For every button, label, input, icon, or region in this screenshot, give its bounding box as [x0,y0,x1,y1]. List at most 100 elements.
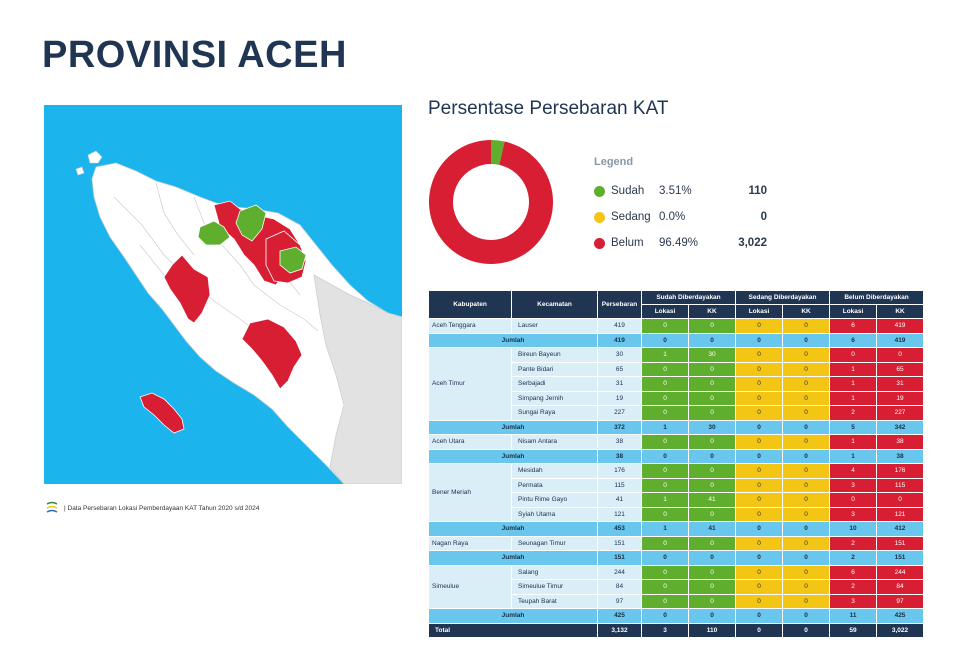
cell-sedang-kk: 0 [781,376,831,392]
header-lokasi: Lokasi [641,304,689,319]
cell-belum-lokasi: 2 [829,535,878,551]
cell-sudah-lokasi: 0 [641,535,689,551]
cell-sum-sedang-kk: 0 [781,332,831,348]
cell-sum-sudah-lokasi: 0 [641,448,689,464]
header-kabupaten: Kabupaten [428,290,512,319]
cell-kecamatan: Simpang Jernih [511,390,598,406]
legend-title: Legend [594,156,634,168]
cell-sedang-lokasi: 0 [735,361,783,377]
cell-sudah-kk: 0 [688,361,736,377]
cell-sudah-lokasi: 0 [641,390,689,406]
cell-belum-kk: 244 [876,564,925,580]
cell-total-sedang-lokasi: 0 [735,622,783,638]
cell-sudah-kk: 0 [688,564,736,580]
table-row: Bener Meriah Mesidah 176 0 0 0 0 4 176 [428,463,925,522]
cell-sudah-lokasi: 0 [641,477,689,493]
cell-sum-persebaran: 38 [597,448,642,464]
cell-sudah-kk: 0 [688,318,736,334]
cell-belum-lokasi: 4 [829,463,878,479]
cell-kecamatan: Syiah Utama [511,506,598,522]
cell-sum-sedang-kk: 0 [781,448,831,464]
cell-sedang-lokasi: 0 [735,535,783,551]
cell-belum-kk: 84 [876,579,925,595]
map-region-pintu-rime-gayo [197,220,231,246]
cell-sum-sudah-lokasi: 1 [641,419,689,435]
cell-sudah-lokasi: 1 [641,492,689,508]
map-graphic [75,150,402,484]
cell-kecamatan: Salang [511,564,598,580]
legend-label: Sedang [611,211,651,223]
cell-sudah-lokasi: 0 [641,318,689,334]
cell-kecamatan: Seunagan Timur [511,535,598,551]
cell-sedang-lokasi: 0 [735,405,783,421]
cell-belum-lokasi: 6 [829,564,878,580]
legend-count: 0 [760,211,767,223]
cell-belum-kk: 97 [876,593,925,609]
cell-belum-kk: 115 [876,477,925,493]
header-kk: KK [781,304,831,319]
cell-sedang-lokasi: 0 [735,463,783,479]
cell-sum-sedang-kk: 0 [781,550,831,566]
header-kecamatan: Kecamatan [511,290,598,319]
map-region-neighbour [313,274,402,484]
cell-sum-persebaran: 425 [597,608,642,624]
cell-sum-belum-kk: 151 [876,550,925,566]
cell-belum-lokasi: 2 [829,405,878,421]
cell-sum-belum-lokasi: 6 [829,332,878,348]
cell-sum-sudah-kk: 0 [688,332,736,348]
cell-sum-belum-kk: 38 [876,448,925,464]
map-region-nagan-raya [163,254,211,324]
table-sum-row: Jumlah 425 0 0 0 0 11 425 [428,608,925,624]
cell-sum-sedang-lokasi: 0 [735,448,783,464]
cell-persebaran: 84 [597,579,642,595]
cell-persebaran: 419 [597,318,642,334]
cell-persebaran: 65 [597,361,642,377]
cell-total-belum-lokasi: 59 [829,622,878,638]
cell-sedang-lokasi: 0 [735,318,783,334]
kat-table: Kabupaten Kecamatan Persebaran Sudah Dib… [428,290,925,638]
table-sum-row: Jumlah 372 1 30 0 0 5 342 [428,419,925,435]
cell-belum-kk: 151 [876,535,925,551]
cell-kabupaten: Aceh Timur [428,347,512,421]
cell-sedang-lokasi: 0 [735,593,783,609]
cell-sedang-kk: 0 [781,434,831,450]
cell-sedang-kk: 0 [781,506,831,522]
cell-persebaran: 31 [597,376,642,392]
cell-sum-belum-lokasi: 5 [829,419,878,435]
header-lokasi: Lokasi [829,304,878,319]
legend-percent: 3.51% [659,185,692,197]
cell-belum-lokasi: 1 [829,390,878,406]
cell-sum-sudah-lokasi: 0 [641,550,689,566]
cell-total-sudah-lokasi: 3 [641,622,689,638]
cell-persebaran: 41 [597,492,642,508]
cell-persebaran: 19 [597,390,642,406]
map-region-weh-island [87,150,103,164]
cell-kecamatan: Pintu Rime Gayo [511,492,598,508]
cell-sum-label: Jumlah [428,332,598,348]
cell-sum-sedang-lokasi: 0 [735,419,783,435]
cell-persebaran: 227 [597,405,642,421]
cell-persebaran: 244 [597,564,642,580]
cell-kecamatan: Permata [511,477,598,493]
source-note: | Data Persebaran Lokasi Pemberdayaan KA… [44,500,259,516]
table-subheader-row: Lokasi KK Lokasi KK Lokasi KK [429,304,925,319]
cell-total-sudah-kk: 110 [688,622,736,638]
cell-sum-sudah-kk: 0 [688,550,736,566]
legend-item-sedang: Sedang 0.0% 0 [594,204,784,230]
cell-sum-label: Jumlah [428,550,598,566]
cell-belum-kk: 0 [876,347,925,363]
cell-belum-lokasi: 1 [829,361,878,377]
cell-sedang-kk: 0 [781,564,831,580]
header-sudah: Sudah Diberdayakan [641,290,736,305]
cell-sum-sedang-lokasi: 0 [735,608,783,624]
cell-sudah-kk: 0 [688,405,736,421]
header-persebaran: Persebaran [597,290,642,319]
table-row: Aceh Tenggara Lauser 419 0 0 0 0 6 419 [428,318,925,334]
cell-sudah-lokasi: 0 [641,376,689,392]
cell-sudah-lokasi: 0 [641,593,689,609]
cell-sedang-lokasi: 0 [735,347,783,363]
header-sedang: Sedang Diberdayakan [734,290,831,305]
map-region-bireun-bayeun [279,246,307,274]
cell-sudah-lokasi: 0 [641,564,689,580]
cell-persebaran: 151 [597,535,642,551]
